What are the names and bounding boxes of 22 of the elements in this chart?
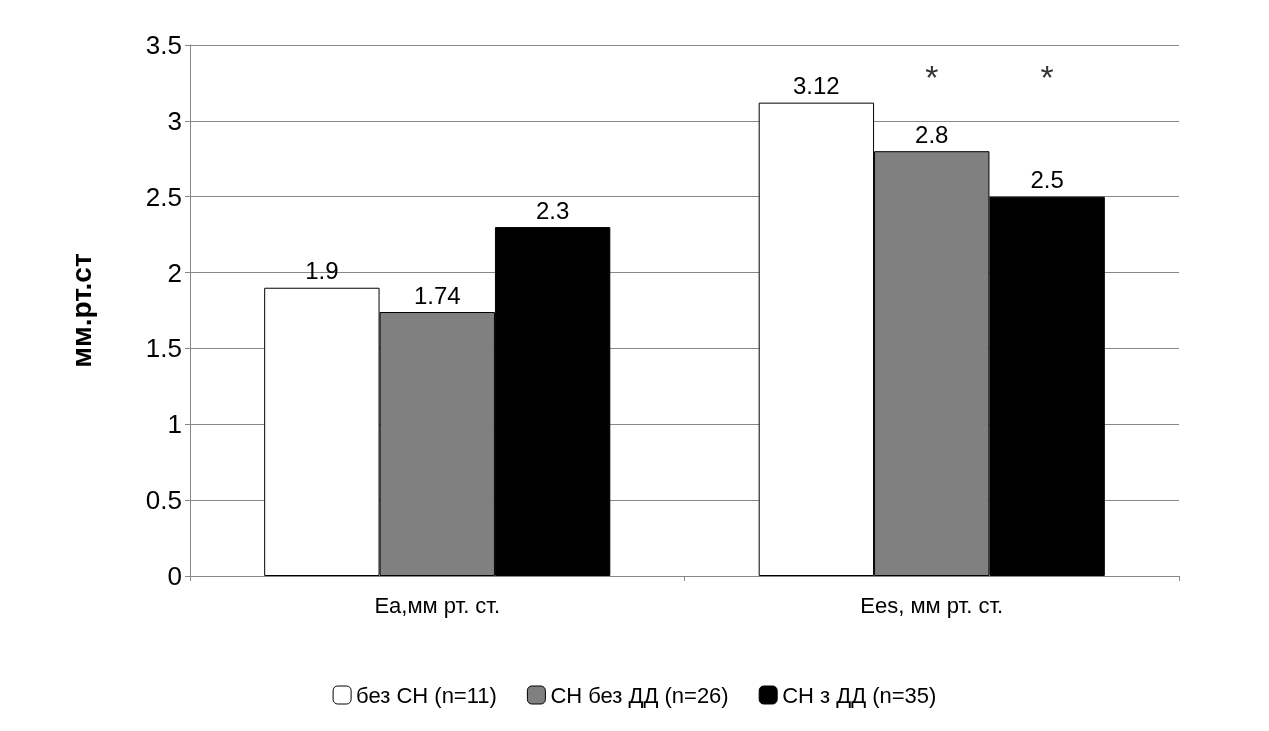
y-tick-label: 3 — [167, 105, 182, 136]
data-label: 2.8 — [915, 120, 949, 148]
legend-label: без СН (n=11) — [356, 682, 497, 708]
data-label: 2.3 — [535, 196, 570, 224]
data-label: 2.5 — [1030, 166, 1064, 194]
x-tick-label: Ea,мм рт. ст. — [374, 592, 501, 618]
data-label: 1.9 — [305, 257, 339, 285]
y-axis-title: мм.рт.ст — [65, 253, 97, 368]
legend-label: СН з ДД (n=35) — [782, 682, 937, 708]
y-tick-label: 0 — [167, 561, 182, 591]
y-tick-label: 1 — [167, 409, 182, 440]
x-tick-label: Ees, мм рт. ст. — [860, 592, 1004, 618]
legend-label: СН без ДД (n=26) — [550, 682, 729, 708]
y-tick-label: 2.5 — [145, 181, 182, 212]
annotation: * — [925, 58, 939, 96]
data-label: 1.74 — [413, 281, 461, 309]
y-tick-label: 1.5 — [145, 333, 182, 364]
y-tick-label: 3.5 — [145, 30, 182, 60]
y-tick-label: 0.5 — [145, 485, 182, 516]
y-tick-label: 2 — [167, 257, 182, 288]
data-label: 3.12 — [793, 72, 840, 100]
annotation: * — [1040, 58, 1054, 96]
